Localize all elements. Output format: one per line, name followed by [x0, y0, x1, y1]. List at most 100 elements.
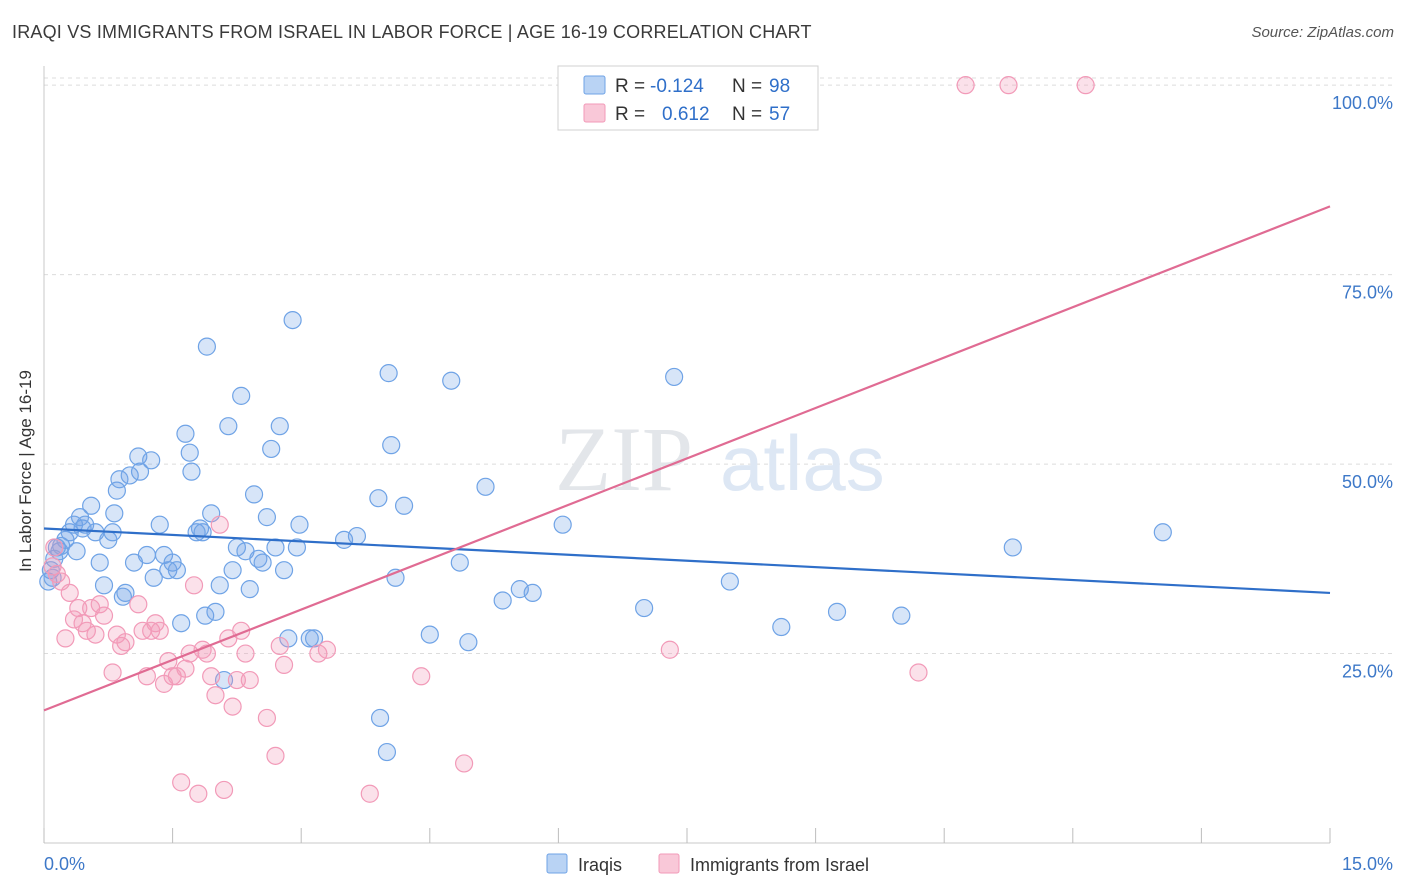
israel-trend-line	[43, 205, 1331, 712]
israel-point	[206, 686, 225, 705]
iraqis-point	[182, 462, 201, 481]
watermark-atlas: atlas	[720, 419, 885, 507]
israel-point	[150, 621, 169, 640]
iraqis-point	[150, 515, 169, 534]
israel-point	[454, 754, 474, 773]
iraqis-point	[167, 561, 186, 580]
israel-point	[660, 640, 679, 659]
israel-n-label: N =	[732, 104, 762, 125]
iraqis-n-label: N =	[732, 76, 762, 97]
iraqis-point	[90, 553, 109, 572]
iraqis-point	[120, 466, 139, 485]
israel-point	[317, 640, 337, 659]
iraqis-point	[274, 561, 294, 580]
iraqis-point	[144, 568, 163, 587]
series-legend: Iraqis Immigrants from Israel	[546, 853, 869, 875]
x-tick-label-max: 15.0%	[1342, 854, 1393, 874]
iraqis-point	[253, 553, 272, 572]
iraqis-point	[772, 617, 791, 637]
iraqis-point	[379, 364, 398, 383]
israel-point	[176, 659, 195, 678]
israel-point	[240, 670, 259, 690]
israel-point	[116, 633, 135, 652]
iraqis-point	[94, 576, 114, 595]
iraqis-point	[892, 606, 911, 625]
iraqis-point	[394, 496, 414, 515]
iraqis-point	[377, 742, 397, 762]
israel-point	[64, 610, 84, 629]
iraqis-trend-line	[43, 527, 1331, 595]
israel-point	[999, 76, 1018, 95]
y-tick-label: 75.0%	[1342, 283, 1393, 303]
iraqis-point	[130, 462, 150, 481]
iraqis-point	[300, 629, 319, 648]
iraqis-point	[172, 614, 191, 633]
iraqis-swatch	[583, 75, 606, 95]
israel-point	[45, 538, 64, 557]
iraqis-point	[1003, 538, 1022, 557]
iraqis-point	[720, 572, 739, 591]
israel-point	[909, 663, 928, 682]
iraqis-point	[635, 598, 654, 618]
iraqis-point	[442, 371, 461, 390]
israel-r-label: R =	[615, 104, 645, 125]
iraqis-point	[459, 633, 478, 652]
israel-point	[202, 667, 221, 686]
iraqis-point	[665, 367, 684, 387]
iraqis-point	[369, 489, 388, 508]
iraqis-point	[137, 545, 156, 565]
y-tick-labels: 25.0% 50.0% 75.0% 100.0%	[1332, 93, 1393, 681]
israel-point	[90, 595, 109, 614]
iraqis-point	[382, 436, 401, 455]
chart-title: IRAQI VS IMMIGRANTS FROM ISRAEL IN LABOR…	[12, 22, 812, 42]
iraqis-point	[370, 708, 390, 728]
israel-point	[56, 629, 75, 648]
x-tick-label-min: 0.0%	[44, 854, 85, 874]
israel-point	[956, 76, 975, 95]
iraqis-point	[450, 553, 469, 572]
israel-point	[223, 697, 242, 716]
israel-point	[129, 595, 148, 614]
y-tick-label: 100.0%	[1332, 93, 1393, 113]
iraqis-point	[180, 443, 199, 462]
iraqis-point	[1153, 523, 1172, 542]
iraqis-point	[476, 477, 495, 496]
iraqis-point	[196, 606, 215, 625]
iraqis-point	[270, 417, 289, 436]
israel-r-value: 0.612	[662, 104, 710, 125]
iraqis-n-value: 98	[769, 76, 790, 97]
israel-point	[257, 708, 277, 728]
iraqis-point	[493, 591, 512, 610]
iraqis-point	[240, 580, 259, 599]
iraqis-point	[105, 504, 124, 523]
iraqis-point	[553, 515, 572, 534]
israel-point	[184, 576, 204, 595]
iraqis-point	[210, 576, 229, 595]
israel-point	[227, 670, 246, 690]
legend-iraqis-swatch	[546, 853, 568, 874]
iraqis-point	[142, 451, 161, 470]
grid-lines	[44, 77, 1392, 655]
iraqis-point	[107, 481, 126, 500]
israel-point	[360, 784, 379, 803]
israel-point	[270, 636, 289, 656]
stats-legend: R = -0.124 N = 98 R = 0.612 N = 57	[557, 65, 819, 131]
israel-n-value: 57	[769, 104, 790, 125]
legend-israel-label: Immigrants from Israel	[690, 855, 869, 875]
israel-point	[412, 667, 431, 686]
israel-point	[210, 515, 229, 534]
israel-point	[94, 606, 114, 625]
iraqis-point	[223, 561, 242, 580]
y-tick-label: 50.0%	[1342, 472, 1393, 492]
x-tick-labels: 0.0% 15.0%	[44, 854, 1393, 874]
iraqis-point	[523, 583, 542, 603]
iraqis-point	[290, 515, 309, 534]
iraqis-r-label: R =	[615, 76, 645, 97]
iraqis-point	[219, 417, 238, 436]
iraqis-point	[110, 470, 129, 489]
iraqis-point	[420, 625, 439, 644]
iraqis-point	[827, 602, 847, 621]
israel-point	[77, 621, 96, 640]
iraqis-point	[116, 583, 135, 603]
